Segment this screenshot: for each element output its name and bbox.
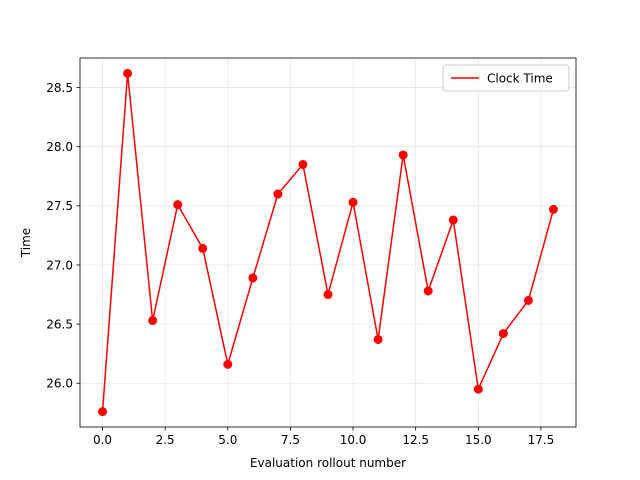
x-tick-label: 15.0	[465, 433, 492, 447]
y-tick-label: 28.0	[46, 140, 73, 154]
data-point	[498, 329, 508, 339]
grid	[80, 58, 576, 427]
x-tick-label: 5.0	[218, 433, 237, 447]
data-point	[298, 159, 308, 169]
data-point	[448, 215, 458, 225]
y-tick-label: 27.0	[46, 258, 73, 272]
x-tick-label: 2.5	[156, 433, 175, 447]
data-point	[223, 359, 233, 369]
legend-box	[442, 64, 570, 92]
data-point	[548, 204, 558, 214]
legend: Clock Time	[442, 64, 570, 92]
y-axis: 26.0 26.5 27.0 27.5 28.0 28.5	[46, 81, 80, 391]
data-point	[348, 197, 358, 207]
x-tick-label: 12.5	[402, 433, 429, 447]
data-point	[248, 273, 258, 283]
x-tick-label: 0.0	[93, 433, 112, 447]
data-point	[398, 150, 408, 160]
x-tick-label: 7.5	[281, 433, 300, 447]
x-tick-label: 10.0	[340, 433, 367, 447]
data-point	[173, 200, 183, 210]
y-tick-label: 28.5	[46, 81, 73, 95]
x-tick-label: 17.5	[528, 433, 555, 447]
data-point	[323, 290, 333, 300]
data-point	[273, 189, 283, 199]
axes-frame	[79, 57, 577, 428]
x-axis: 0.0 2.5 5.0 7.5 10.0 12.5 15.0 17.5	[93, 427, 554, 447]
plot-area	[98, 68, 558, 417]
legend-label-clock-time: Clock Time	[487, 71, 553, 85]
data-point	[473, 384, 483, 394]
data-point	[123, 68, 133, 78]
data-point	[423, 286, 433, 296]
y-axis-label: Time	[19, 228, 33, 258]
data-point	[198, 243, 208, 253]
x-axis-label: Evaluation rollout number	[250, 456, 406, 470]
y-tick-label: 26.0	[46, 377, 73, 391]
y-tick-label: 26.5	[46, 317, 73, 331]
data-point	[523, 295, 533, 305]
data-point	[373, 334, 383, 344]
data-point	[148, 316, 158, 326]
y-tick-label: 27.5	[46, 199, 73, 213]
data-point	[98, 407, 108, 417]
